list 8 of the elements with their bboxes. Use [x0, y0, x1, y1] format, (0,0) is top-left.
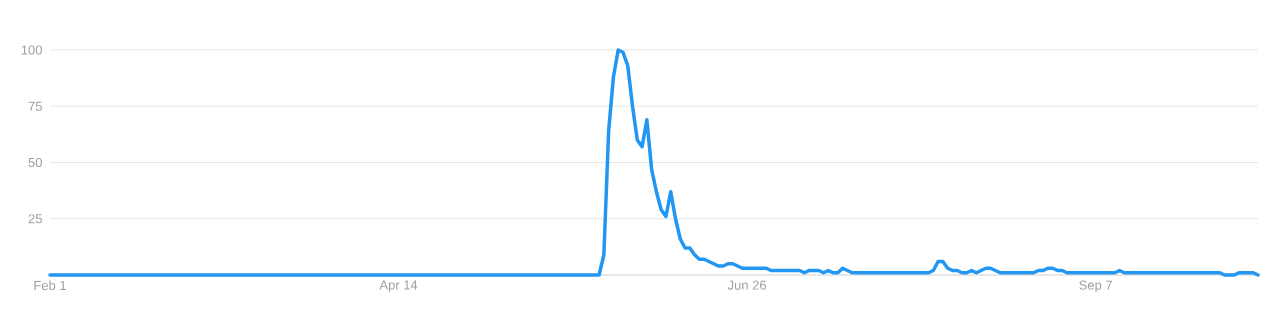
x-tick-label: Jun 26: [727, 280, 767, 290]
y-tick-label: 75: [28, 101, 42, 111]
y-tick-label: 100: [21, 45, 42, 55]
y-tick-label: 50: [28, 157, 42, 168]
x-tick-label: Apr 14: [379, 280, 418, 293]
y-tick-label: 25: [28, 214, 42, 224]
x-tick-label: Feb 1: [34, 280, 66, 291]
x-tick-label: Sep 7: [1079, 280, 1112, 293]
